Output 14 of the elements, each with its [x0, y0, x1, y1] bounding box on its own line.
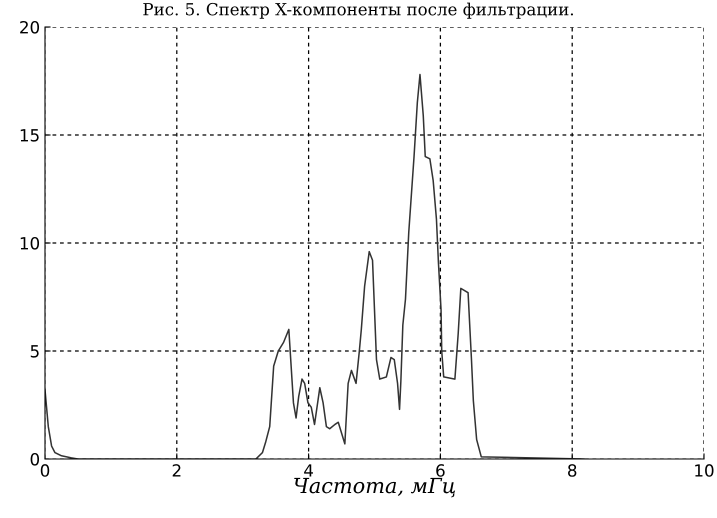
x-tick-label: 10 [695, 464, 714, 477]
x-tick-label: 2 [172, 464, 180, 477]
y-tick-label: 0 [30, 452, 40, 466]
x-tick-label: 4 [304, 464, 313, 477]
x-tick-label: 8 [568, 464, 576, 477]
y-tick-label: 20 [20, 20, 40, 34]
x-tick-label: 6 [436, 464, 445, 477]
x-axis-title: Частота, мГц [294, 478, 456, 498]
y-tick-label: 5 [30, 345, 39, 358]
chart-title: Рис. 5. Спектр X-компоненты после фильтрации. [143, 2, 574, 19]
y-tick-label: 10 [20, 236, 40, 250]
line-series [45, 74, 585, 459]
x-tick-label: 0 [40, 464, 50, 477]
y-tick-label: 15 [20, 129, 39, 142]
